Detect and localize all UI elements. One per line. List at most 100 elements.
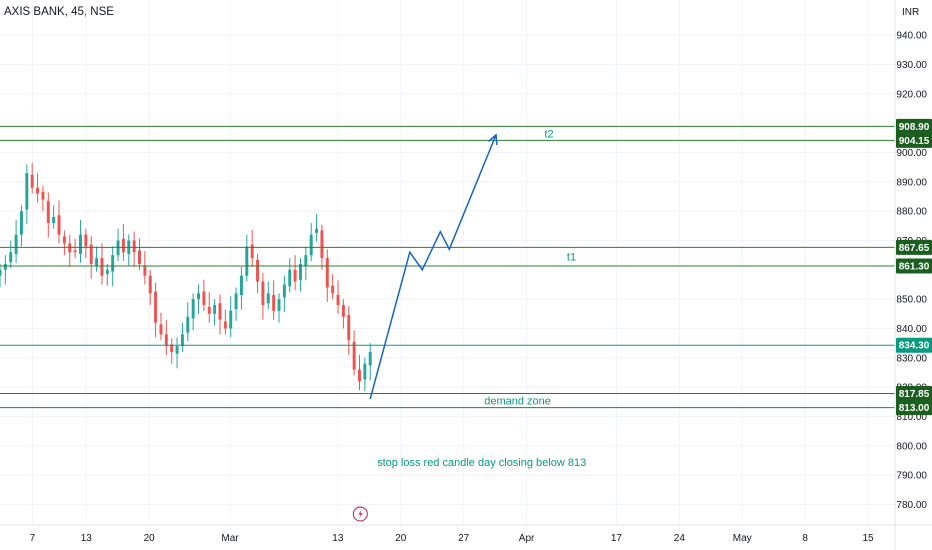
x-tick-label: 13 xyxy=(332,533,344,544)
level-price-tags: 908.90 904.15 867.65 861.30 834.30 817.85 813.… xyxy=(896,118,932,416)
x-tick-label: Apr xyxy=(519,533,535,544)
candle-body xyxy=(331,285,335,294)
candle-body xyxy=(341,305,345,317)
candle-body xyxy=(100,258,104,276)
candle-body xyxy=(62,236,66,244)
y-axis: INR 940.00 930.00 920.00 900.00 890.00 880.00 8… xyxy=(894,0,927,550)
candle-body xyxy=(180,334,184,347)
candle-body xyxy=(245,246,249,276)
x-tick-label: 27 xyxy=(458,533,470,544)
x-tick-label: 20 xyxy=(395,533,407,544)
y-tick-label: 800.00 xyxy=(896,441,927,452)
candle-body xyxy=(309,234,313,256)
candle-body xyxy=(111,255,115,272)
candle-body xyxy=(95,258,99,266)
level-tag-label: 813.00 xyxy=(899,403,930,414)
level-tag-bg xyxy=(896,118,932,134)
candle-body xyxy=(213,305,217,314)
candle-body xyxy=(315,228,319,233)
candle-body xyxy=(197,293,200,300)
candle-body xyxy=(282,284,286,298)
x-tick-label: 20 xyxy=(144,533,156,544)
x-tick-label: Mar xyxy=(221,533,239,544)
candle-body xyxy=(14,234,18,254)
candle-body xyxy=(239,275,243,296)
candle-body xyxy=(148,275,152,294)
candle-body xyxy=(52,217,56,223)
level-tag-label: 817.85 xyxy=(899,389,930,400)
y-tick-label: 840.00 xyxy=(896,324,927,335)
candle-body xyxy=(154,291,158,323)
annotation-label: t1 xyxy=(567,252,576,264)
candle-body xyxy=(207,306,211,314)
x-tick-label: 13 xyxy=(81,533,93,544)
candles xyxy=(0,163,372,392)
candle-body xyxy=(159,324,163,335)
candle-body xyxy=(186,316,190,333)
candle-body xyxy=(352,341,356,370)
candle-body xyxy=(89,244,93,264)
x-axis: 7 13 20 Mar 13 20 27 Apr 17 24 May 8 15 xyxy=(0,524,932,544)
candle-body xyxy=(223,321,227,329)
level-tag-bg xyxy=(896,400,932,416)
candle-body xyxy=(3,263,7,270)
level-tag-bg xyxy=(896,337,932,353)
candle-body xyxy=(79,234,82,254)
currency-label: INR xyxy=(902,7,919,18)
candle-body xyxy=(261,281,265,306)
annotation-label: demand zone xyxy=(484,396,551,408)
candle-body xyxy=(250,244,254,259)
candle-body xyxy=(19,211,23,235)
candle-body xyxy=(164,334,168,347)
candle-body xyxy=(229,310,233,329)
level-tag-label: 861.30 xyxy=(899,262,930,273)
x-tick-label: 24 xyxy=(674,533,686,544)
candle-body xyxy=(143,265,147,276)
x-tick-label: 7 xyxy=(30,533,36,544)
candle-body xyxy=(170,344,174,352)
y-tick-label: 890.00 xyxy=(896,177,927,188)
projection-line xyxy=(369,134,497,400)
candle-body xyxy=(358,369,361,382)
candle-body xyxy=(368,351,372,366)
candle-body xyxy=(132,240,136,253)
candle-body xyxy=(41,191,45,200)
candle-body xyxy=(84,234,88,247)
level-tag-bg xyxy=(896,132,932,148)
projection-path xyxy=(369,133,498,400)
y-tick-label: 920.00 xyxy=(896,89,927,100)
candle-body xyxy=(277,299,281,311)
candle-body xyxy=(266,293,270,304)
candle-body xyxy=(320,230,324,259)
candle-body xyxy=(325,258,329,288)
y-tick-label: 810.00 xyxy=(896,412,927,423)
y-tick-label: 830.00 xyxy=(896,353,927,364)
x-tick-label: 8 xyxy=(802,533,808,544)
candle-body xyxy=(0,269,2,276)
candle-body xyxy=(30,174,34,188)
candle-body xyxy=(234,293,238,310)
level-tag-bg xyxy=(896,239,932,255)
candle-body xyxy=(46,201,50,223)
projection-arrowhead xyxy=(488,133,498,145)
level-tag-label: 904.15 xyxy=(899,136,930,147)
y-tick-label: 790.00 xyxy=(896,471,927,482)
horizontal-levels xyxy=(0,125,895,409)
candle-body xyxy=(304,255,308,266)
candle-body xyxy=(336,295,340,306)
y-tick-label: 850.00 xyxy=(896,295,927,306)
level-tag-label: 867.65 xyxy=(899,243,930,254)
candle-body xyxy=(138,250,141,264)
level-tag-label: 834.30 xyxy=(899,341,930,352)
y-tick-label: 940.00 xyxy=(896,31,927,42)
y-tick-label: 780.00 xyxy=(896,500,927,511)
lightning-icon xyxy=(358,509,363,519)
candle-body xyxy=(175,346,179,354)
candle-body xyxy=(105,269,109,274)
candle-body xyxy=(363,363,367,380)
candle-body xyxy=(347,315,351,341)
candle-body xyxy=(9,252,13,263)
level-tag-bg xyxy=(896,385,932,401)
annotation-label: t2 xyxy=(544,128,553,140)
